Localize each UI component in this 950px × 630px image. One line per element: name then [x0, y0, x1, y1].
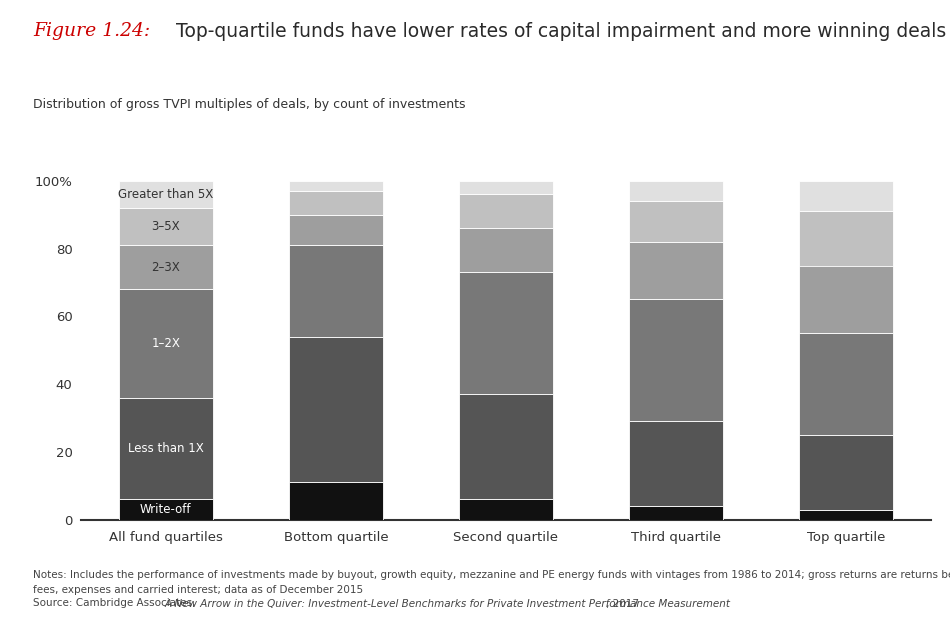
Bar — [119, 245, 213, 289]
Bar — [459, 181, 553, 194]
Bar — [289, 483, 383, 520]
Bar — [459, 194, 553, 228]
Text: , 2017: , 2017 — [606, 598, 638, 609]
Bar — [289, 336, 383, 483]
Bar — [629, 181, 723, 201]
Text: Figure 1.24:: Figure 1.24: — [33, 22, 150, 40]
Bar — [629, 201, 723, 242]
Bar — [289, 215, 383, 245]
Text: Less than 1X: Less than 1X — [128, 442, 203, 455]
Text: Distribution of gross TVPI multiples of deals, by count of investments: Distribution of gross TVPI multiples of … — [33, 98, 465, 111]
Text: A New Arrow in the Quiver: Investment-Level Benchmarks for Private Investment Pe: A New Arrow in the Quiver: Investment-Le… — [164, 598, 731, 609]
Bar — [629, 299, 723, 421]
Text: fees, expenses and carried interest; data as of December 2015: fees, expenses and carried interest; dat… — [33, 585, 363, 595]
Bar — [289, 181, 383, 191]
Bar — [459, 272, 553, 394]
Bar — [119, 181, 213, 208]
Bar — [119, 398, 213, 500]
Bar — [799, 181, 893, 211]
Bar — [289, 245, 383, 336]
Text: Notes: Includes the performance of investments made by buyout, growth equity, me: Notes: Includes the performance of inves… — [33, 570, 950, 580]
Bar — [119, 289, 213, 398]
Bar — [629, 506, 723, 520]
Bar — [119, 500, 213, 520]
Bar — [629, 421, 723, 506]
Text: 2–3X: 2–3X — [151, 261, 180, 273]
Text: Top-quartile funds have lower rates of capital impairment and more winning deals: Top-quartile funds have lower rates of c… — [176, 22, 946, 41]
Bar — [459, 500, 553, 520]
Text: 3–5X: 3–5X — [151, 220, 180, 233]
Bar — [799, 211, 893, 265]
Bar — [119, 208, 213, 245]
Text: Source: Cambridge Associates,: Source: Cambridge Associates, — [33, 598, 199, 609]
Bar — [799, 435, 893, 510]
Bar — [459, 228, 553, 272]
Bar — [799, 333, 893, 435]
Bar — [459, 394, 553, 500]
Text: 1–2X: 1–2X — [151, 337, 180, 350]
Bar — [799, 265, 893, 333]
Bar — [629, 242, 723, 299]
Text: Write-off: Write-off — [140, 503, 192, 516]
Bar — [289, 191, 383, 215]
Bar — [799, 510, 893, 520]
Text: Greater than 5X: Greater than 5X — [118, 188, 214, 201]
